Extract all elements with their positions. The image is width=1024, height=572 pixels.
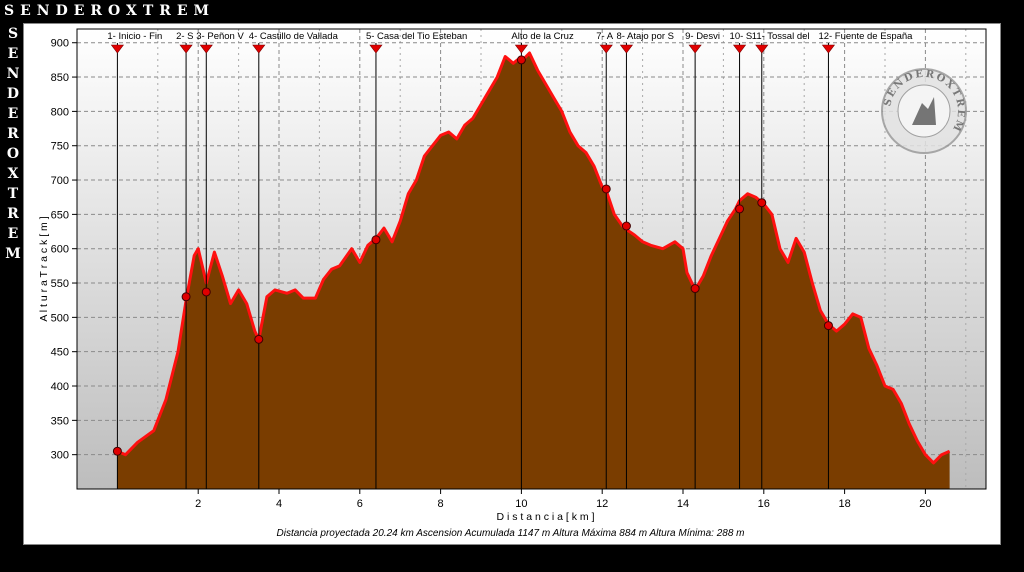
- y-tick-label: 900: [51, 38, 69, 50]
- chart-panel: 1- Inicio - Fin 2- S 3- Peñon V 4- Castillo…: [23, 23, 1001, 545]
- route-stats: Distancia proyectada 20.24 km Ascension …: [277, 528, 745, 539]
- x-tick-label: 14: [677, 498, 689, 510]
- y-tick-label: 550: [51, 278, 69, 290]
- elevation-line: [116, 51, 951, 465]
- elevation-area: [117, 53, 950, 489]
- waypoint-point: [735, 204, 745, 214]
- waypoint-point: [690, 284, 700, 294]
- waypoint-marker: [755, 44, 769, 54]
- x-tick-label: 10: [515, 498, 527, 510]
- y-tick-label: 350: [51, 415, 69, 427]
- waypoint-label: 9- Desvi: [685, 31, 720, 42]
- waypoint-marker: [179, 44, 193, 54]
- y-tick-label: 300: [51, 450, 69, 462]
- waypoint-point: [371, 235, 381, 245]
- x-tick-label: 16: [758, 498, 770, 510]
- y-axis-label: A l t u r a T r a c k [ m ]: [38, 216, 50, 321]
- waypoint-point: [823, 321, 833, 331]
- waypoint-label: 3- Peñon V: [196, 31, 244, 42]
- y-tick-label: 650: [51, 209, 69, 221]
- y-tick-label: 400: [51, 381, 69, 393]
- waypoint-point: [112, 446, 122, 456]
- waypoint-marker: [619, 44, 634, 54]
- waypoint-marker: [252, 44, 266, 54]
- x-tick-label: 2: [195, 498, 201, 510]
- waypoint-label: 1- Inicio - Fin: [107, 31, 162, 42]
- waypoint-point: [601, 184, 611, 194]
- waypoint-marker: [599, 44, 613, 54]
- x-tick-label: 18: [838, 498, 850, 510]
- waypoint-point: [181, 292, 191, 302]
- waypoint-marker: [199, 44, 213, 54]
- waypoint-label: Alto de la Cruz: [511, 31, 574, 42]
- brand-vertical-title: SENDEROXTREM: [5, 26, 21, 262]
- waypoint-label: 5- Casa del Tio Esteban: [366, 31, 467, 42]
- waypoint-label: 10- S: [730, 31, 753, 42]
- waypoint-point: [516, 55, 526, 65]
- x-tick-label: 8: [438, 498, 444, 510]
- logo-mountain-icon: [912, 97, 936, 125]
- elevation-profile-chart: 1- Inicio - Fin 2- S 3- Peñon V 4- Castillo…: [38, 28, 987, 539]
- y-tick-label: 600: [51, 244, 69, 256]
- waypoint-label: 7- A: [596, 31, 614, 42]
- x-tick-label: 6: [357, 498, 363, 510]
- x-tick-label: 4: [276, 498, 282, 510]
- waypoint-label: 12- Fuente de España: [818, 31, 913, 42]
- waypoint-marker: [688, 44, 702, 54]
- waypoint-marker: [514, 44, 528, 54]
- waypoint-label: 4- Castillo de Vallada: [249, 31, 339, 42]
- waypoint-marker: [369, 44, 383, 54]
- y-tick-label: 750: [51, 141, 69, 153]
- waypoint-label: 8- Atajo por S: [616, 31, 674, 42]
- waypoint-point: [621, 221, 631, 231]
- waypoint-point: [201, 287, 211, 297]
- brand-title: SENDEROXTREM: [4, 3, 216, 19]
- y-tick-label: 800: [51, 106, 69, 118]
- x-axis-label: D i s t a n c i a [ k m ]: [496, 511, 594, 523]
- plot-border: [76, 28, 987, 490]
- waypoint-label: 2- S: [176, 31, 193, 42]
- waypoint-label: 11- Tossal del: [752, 31, 810, 42]
- waypoint-marker: [732, 44, 747, 54]
- waypoint-marker: [110, 44, 124, 54]
- x-tick-label: 12: [596, 498, 608, 510]
- waypoint-marker: [821, 44, 836, 54]
- waypoint-point: [757, 198, 767, 208]
- waypoint-point: [254, 334, 264, 344]
- y-tick-label: 850: [51, 72, 69, 84]
- y-tick-label: 500: [51, 312, 69, 324]
- y-tick-label: 450: [51, 347, 69, 359]
- y-tick-label: 700: [51, 175, 69, 187]
- x-tick-label: 20: [919, 498, 931, 510]
